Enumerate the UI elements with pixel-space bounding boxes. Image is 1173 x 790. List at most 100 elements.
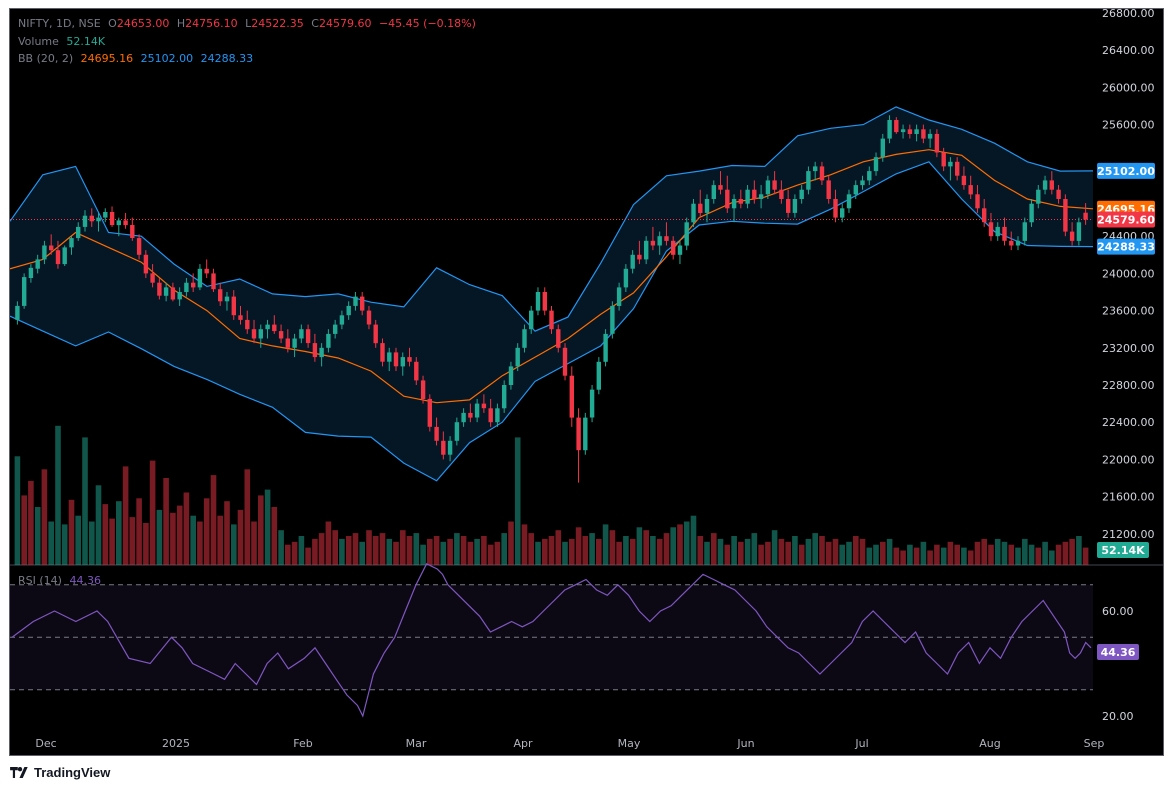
volume-bar bbox=[291, 541, 298, 565]
volume-bar bbox=[582, 536, 589, 565]
candle-body bbox=[393, 352, 399, 367]
candle-body bbox=[1029, 203, 1034, 223]
price-tick-label: 22800.00 bbox=[1102, 379, 1155, 392]
volume-bar bbox=[427, 538, 433, 565]
candle-body bbox=[1002, 226, 1007, 241]
candle-body bbox=[96, 217, 101, 222]
candle-body bbox=[319, 347, 324, 358]
candle-body bbox=[1022, 222, 1027, 241]
volume-legend: Volume 52.14K bbox=[18, 34, 109, 50]
volume-bar bbox=[602, 524, 609, 565]
volume-bar bbox=[1022, 538, 1028, 565]
volume-bar bbox=[41, 469, 48, 565]
rsi-line bbox=[11, 563, 1092, 718]
bb-label[interactable]: BB (20, 2) bbox=[18, 52, 74, 65]
volume-bar bbox=[1082, 547, 1089, 565]
volume-bar bbox=[548, 536, 555, 565]
volume-bar bbox=[231, 524, 237, 565]
candle-body bbox=[353, 296, 358, 306]
candle-body bbox=[197, 268, 203, 288]
rsi-tick-label: 20.00 bbox=[1102, 710, 1134, 723]
candle-body bbox=[420, 380, 426, 399]
price-tick-label: 22000.00 bbox=[1102, 453, 1155, 466]
volume-bar bbox=[372, 536, 379, 565]
time-tick-label: Mar bbox=[406, 737, 427, 750]
volume-bar bbox=[792, 536, 798, 565]
volume-bar bbox=[873, 544, 879, 565]
volume-bar bbox=[528, 533, 534, 565]
volume-bar bbox=[961, 547, 967, 565]
candle-body bbox=[184, 282, 189, 292]
close-value: 24579.60 bbox=[318, 17, 372, 30]
candle-body bbox=[772, 180, 777, 190]
rsi-badge-label: 44.36 bbox=[1101, 646, 1136, 659]
price-tick-label: 26000.00 bbox=[1102, 81, 1155, 94]
candle-body bbox=[143, 254, 149, 274]
volume-bar bbox=[724, 544, 731, 565]
candle-body bbox=[731, 199, 737, 209]
candle-body bbox=[758, 194, 764, 199]
candle-body bbox=[610, 305, 615, 334]
volume-bar bbox=[623, 536, 629, 565]
candle-body bbox=[109, 212, 115, 225]
candle-body bbox=[576, 417, 581, 451]
time-tick-label: Jun bbox=[736, 737, 754, 750]
candle-body bbox=[82, 215, 88, 227]
candle-body bbox=[312, 343, 318, 358]
volume-bar bbox=[487, 544, 494, 565]
price-tick-label: 26800.00 bbox=[1102, 9, 1155, 20]
volume-bar bbox=[170, 512, 176, 565]
candle-body bbox=[35, 259, 40, 269]
tradingview-branding[interactable]: TradingView bbox=[10, 762, 110, 782]
candle-body bbox=[407, 357, 412, 362]
volume-bar bbox=[690, 515, 697, 565]
bb-band-fill bbox=[10, 106, 1093, 481]
volume-bar bbox=[224, 501, 230, 565]
candle-body bbox=[941, 152, 946, 167]
candle-body bbox=[664, 236, 669, 241]
candle-body bbox=[224, 296, 230, 302]
volume-bar bbox=[271, 507, 278, 565]
price-chart[interactable]: 26800.0026400.0026000.0025600.0024400.00… bbox=[10, 9, 1163, 755]
volume-bar bbox=[913, 547, 920, 565]
candle-body bbox=[684, 222, 689, 246]
candle-body bbox=[400, 357, 405, 367]
volume-bar bbox=[217, 515, 223, 565]
candle-body bbox=[900, 129, 906, 133]
candle-body bbox=[49, 245, 54, 251]
open-label: O bbox=[108, 17, 117, 30]
rsi-label[interactable]: RSI (14) bbox=[18, 574, 62, 587]
candle-body bbox=[1063, 199, 1068, 232]
candle-body bbox=[123, 220, 128, 226]
candle-body bbox=[366, 310, 372, 325]
price-tick-label: 25600.00 bbox=[1102, 119, 1155, 132]
symbol-label[interactable]: NIFTY, 1D, NSE bbox=[18, 17, 101, 30]
volume-bar bbox=[28, 480, 34, 565]
candle-body bbox=[549, 310, 554, 330]
volume-label[interactable]: Volume bbox=[18, 35, 59, 48]
bb-upper-badge-label: 25102.00 bbox=[1097, 165, 1155, 178]
candle-body bbox=[211, 273, 216, 290]
volume-bar bbox=[535, 541, 541, 565]
bb-basis-line bbox=[10, 149, 1094, 404]
price-tick-label: 24000.00 bbox=[1102, 267, 1155, 280]
volume-bar bbox=[285, 544, 291, 565]
volume-bar bbox=[190, 515, 196, 565]
volume-bar bbox=[393, 541, 399, 565]
volume-bar bbox=[143, 523, 149, 565]
candle-body bbox=[556, 329, 561, 348]
time-tick-label: Dec bbox=[35, 737, 56, 750]
time-tick-label: 2025 bbox=[162, 737, 190, 750]
volume-bar bbox=[974, 541, 981, 565]
volume-bar bbox=[920, 541, 927, 565]
last-price-badge-label: 24579.60 bbox=[1097, 213, 1155, 226]
volume-bar bbox=[149, 460, 156, 565]
volume-bar bbox=[237, 509, 244, 565]
candle-body bbox=[860, 180, 865, 186]
candle-body bbox=[251, 329, 257, 339]
volume-bar bbox=[176, 505, 183, 565]
candle-body bbox=[995, 226, 1000, 237]
volume-bar bbox=[798, 544, 805, 565]
chart-frame[interactable]: 26800.00 26400.00 26000.00 25600.00 24400.00… bbox=[9, 8, 1164, 756]
volume-bar bbox=[136, 498, 142, 565]
